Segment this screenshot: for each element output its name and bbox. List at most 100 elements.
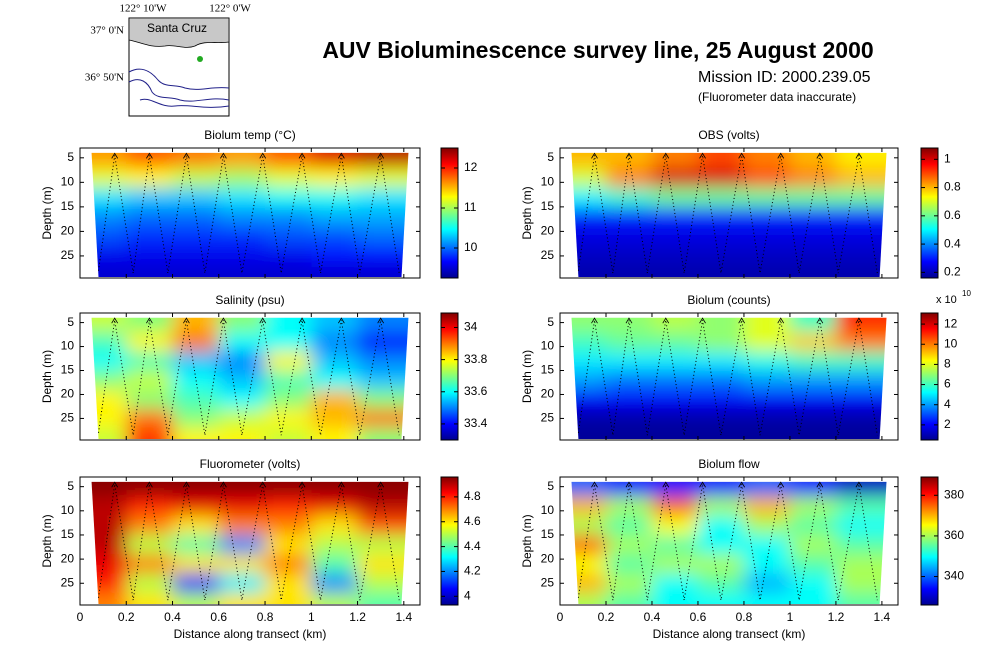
cell: [126, 152, 174, 169]
y-tick-label: 25: [61, 575, 75, 589]
y-tick-label: 25: [541, 411, 555, 425]
cell: [218, 408, 266, 429]
cell: [311, 317, 359, 333]
cell: [265, 332, 312, 352]
cell: [789, 534, 837, 555]
colorbar: [920, 147, 939, 279]
cell: [172, 226, 220, 247]
cell: [651, 534, 699, 555]
track-peak: [298, 481, 306, 488]
cell: [265, 226, 312, 247]
cell: [91, 332, 127, 352]
cell: [697, 428, 745, 440]
cell: [743, 408, 791, 429]
cell: [357, 592, 409, 605]
cell: [743, 389, 791, 410]
cell: [218, 515, 266, 536]
cell: [126, 206, 174, 227]
colorbar-tick-label: 12: [944, 316, 958, 330]
colorbar-tick-label: 4.6: [464, 514, 481, 528]
cell: [605, 226, 653, 247]
cell: [91, 226, 127, 247]
cell: [697, 332, 745, 352]
cell: [835, 152, 887, 169]
panel-title: Biolum flow: [698, 457, 760, 471]
cell: [218, 226, 266, 247]
colorbar-tick-label: 4.4: [464, 539, 481, 553]
cell: [835, 389, 887, 410]
x-tick-label: 0.2: [118, 610, 135, 624]
cell: [311, 152, 359, 169]
cell: [743, 246, 791, 267]
cell: [571, 206, 607, 227]
cell: [172, 351, 220, 372]
cell: [697, 317, 745, 333]
cell: [789, 481, 837, 497]
panel: 5 10 15 20 25 Biolum temp (°C) Depth (m) 10 11 12: [40, 128, 478, 279]
track-peak: [738, 481, 745, 488]
cell: [357, 370, 409, 391]
cell: [172, 265, 220, 278]
y-tick-label: 20: [541, 551, 555, 565]
cell: [265, 573, 312, 594]
cell: [172, 370, 220, 391]
cell: [743, 351, 791, 372]
colorbar-tick-label: 340: [944, 569, 964, 583]
cell: [357, 515, 409, 536]
isobath: [128, 68, 230, 90]
panel: 5 10 15 20 25 Salinity (psu) Depth (m) 33.4 33.6…: [40, 293, 488, 441]
cell: [835, 496, 887, 517]
panel-title: OBS (volts): [698, 128, 759, 142]
cell: [91, 351, 127, 372]
field-cells: [571, 152, 887, 278]
cell: [605, 265, 653, 278]
lon-label: 122° 0'W: [209, 3, 251, 15]
plot-frame: [559, 476, 899, 606]
track-peak: [183, 481, 190, 488]
cell: [651, 265, 699, 278]
cell: [126, 351, 174, 372]
colorbar-tick-label: 360: [944, 528, 964, 542]
cell: [789, 515, 837, 536]
cell: [126, 332, 174, 352]
cell: [311, 265, 359, 278]
plot-frame: [559, 147, 899, 279]
track-peak: [377, 152, 385, 159]
field: [91, 481, 409, 605]
cell: [605, 317, 653, 333]
cell: [172, 496, 220, 517]
colorbar: [440, 312, 459, 441]
cell: [91, 246, 127, 267]
y-tick-label: 15: [541, 199, 555, 213]
cell: [789, 370, 837, 391]
cell: [218, 167, 266, 188]
track-peak: [146, 481, 153, 488]
cell: [311, 246, 359, 267]
cell: [835, 573, 887, 594]
cell: [789, 592, 837, 605]
cell: [126, 428, 174, 440]
cell: [126, 265, 174, 278]
cell: [172, 246, 220, 267]
y-tick-label: 10: [541, 339, 555, 353]
cell: [311, 534, 359, 555]
cell: [357, 408, 409, 429]
cell: [172, 428, 220, 440]
y-tick-label: 5: [547, 315, 554, 329]
x-tick-label: 1: [787, 610, 794, 624]
cell: [91, 592, 127, 605]
panel: 5 10 15 20 25 0 0.2 0.4 0.6 0.8 1 1.2 1.4 Biolum flow…: [520, 457, 964, 641]
cell: [91, 408, 127, 429]
cell: [605, 496, 653, 517]
panel-title: Fluorometer (volts): [200, 457, 301, 471]
cell: [172, 332, 220, 352]
cell: [651, 226, 699, 247]
track-peak: [111, 481, 119, 488]
cell: [835, 167, 887, 188]
cell: [835, 187, 887, 208]
cell: [91, 389, 127, 410]
track-peak: [259, 317, 267, 324]
y-tick-label: 20: [61, 387, 75, 401]
cell: [571, 317, 607, 333]
cell: [218, 317, 266, 333]
